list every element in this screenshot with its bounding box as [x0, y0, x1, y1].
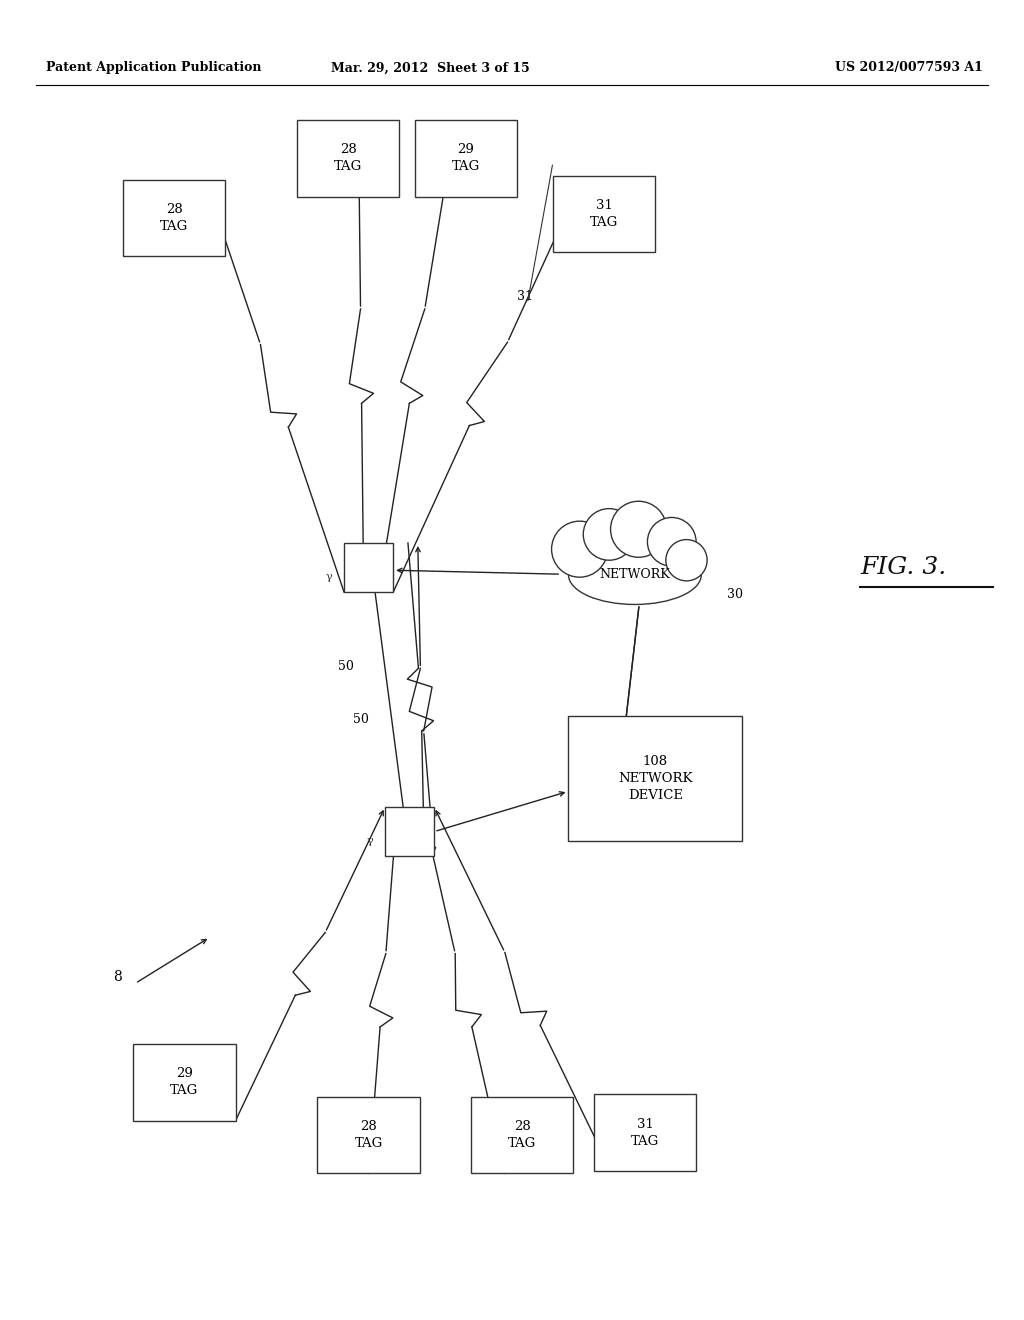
Ellipse shape — [568, 545, 701, 605]
Circle shape — [552, 521, 607, 577]
Text: 29
TAG: 29 TAG — [170, 1068, 199, 1097]
Text: 31
TAG: 31 TAG — [631, 1118, 659, 1147]
FancyBboxPatch shape — [471, 1097, 573, 1173]
Text: 28
TAG: 28 TAG — [508, 1121, 537, 1150]
Text: 31: 31 — [517, 290, 534, 304]
Text: Patent Application Publication: Patent Application Publication — [46, 62, 261, 74]
Circle shape — [647, 517, 696, 566]
FancyBboxPatch shape — [123, 180, 225, 256]
Text: 28
TAG: 28 TAG — [160, 203, 188, 232]
Text: Mar. 29, 2012  Sheet 3 of 15: Mar. 29, 2012 Sheet 3 of 15 — [331, 62, 529, 74]
Text: γ: γ — [367, 837, 374, 846]
Text: 108
NETWORK
DEVICE: 108 NETWORK DEVICE — [618, 755, 692, 803]
Text: FIG. 3.: FIG. 3. — [860, 556, 946, 579]
Text: US 2012/0077593 A1: US 2012/0077593 A1 — [836, 62, 983, 74]
FancyBboxPatch shape — [594, 1094, 696, 1171]
FancyBboxPatch shape — [415, 120, 517, 197]
Text: γ: γ — [326, 573, 333, 582]
Text: NETWORK: NETWORK — [599, 568, 671, 581]
Text: 28
TAG: 28 TAG — [354, 1121, 383, 1150]
FancyBboxPatch shape — [344, 543, 393, 593]
FancyBboxPatch shape — [553, 176, 655, 252]
FancyBboxPatch shape — [317, 1097, 420, 1173]
FancyBboxPatch shape — [133, 1044, 236, 1121]
FancyBboxPatch shape — [385, 807, 434, 857]
FancyBboxPatch shape — [568, 715, 742, 842]
Text: 28
TAG: 28 TAG — [334, 144, 362, 173]
Circle shape — [610, 502, 667, 557]
Circle shape — [666, 540, 708, 581]
Ellipse shape — [568, 544, 701, 606]
Text: 50: 50 — [338, 660, 354, 673]
FancyBboxPatch shape — [297, 120, 399, 197]
Text: 8: 8 — [114, 970, 122, 983]
Circle shape — [584, 508, 635, 560]
Text: 31
TAG: 31 TAG — [590, 199, 618, 228]
Text: 30: 30 — [727, 587, 743, 601]
Text: 29
TAG: 29 TAG — [452, 144, 480, 173]
Text: 50: 50 — [353, 713, 370, 726]
